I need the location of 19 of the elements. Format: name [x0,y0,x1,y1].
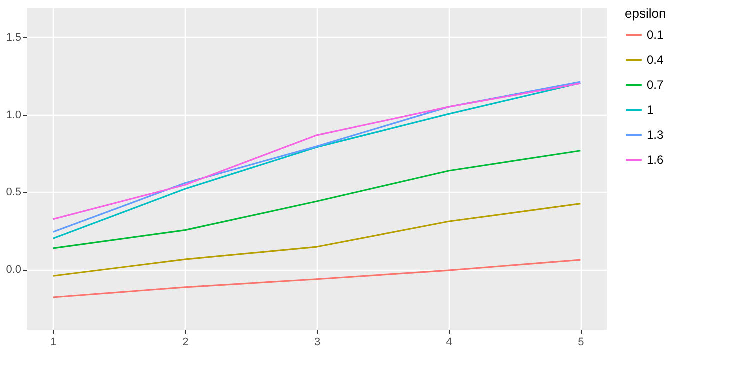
x-tick-label: 5 [578,336,584,348]
legend-label: 0.7 [647,78,664,92]
x-tick-label: 4 [446,336,452,348]
line-series [52,259,582,298]
x-tick-label: 2 [182,336,189,348]
line-series [52,203,582,277]
legend-label: 0.1 [647,28,664,42]
legend-title: epsilon [625,6,666,21]
line-series [52,150,582,250]
y-tick-label: 0.5 [6,186,22,199]
legend-label: 0.4 [647,53,664,67]
legend-label: 1.3 [647,128,664,142]
y-tick-label: 1.5 [6,32,22,44]
legend-label: 1.6 [647,153,664,167]
x-tick-label: 1 [50,336,57,348]
legend-label: 1 [647,103,654,117]
y-tick-label: 0.0 [6,264,22,276]
x-tick-label: 3 [314,336,321,348]
y-tick-label: 1.0 [6,109,22,122]
